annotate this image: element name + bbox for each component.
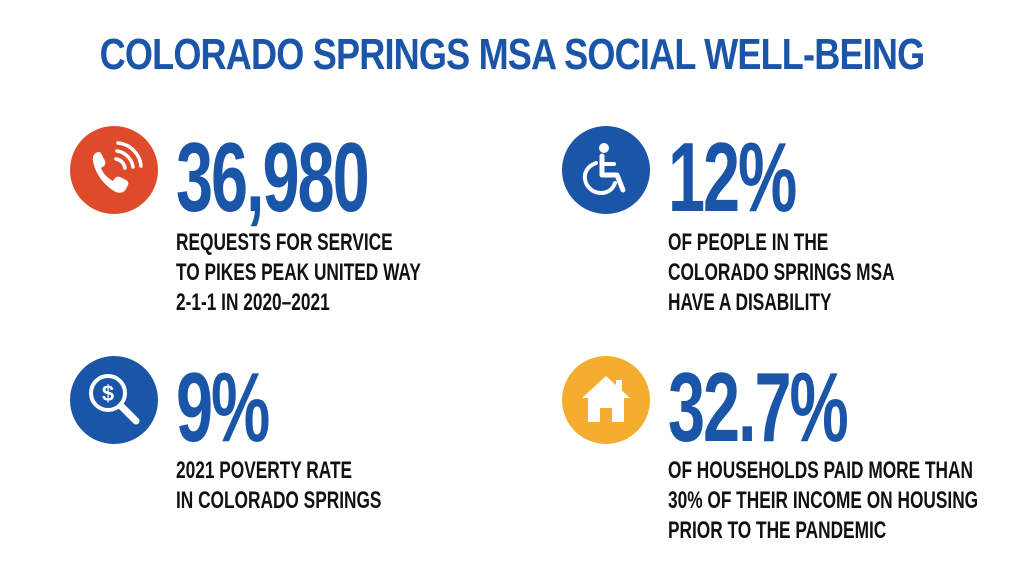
- page-title: COLORADO SPRINGS MSA SOCIAL WELL-BEING: [99, 30, 926, 79]
- poverty-stat-value: 9%: [176, 352, 270, 462]
- caption-line: REQUESTS FOR SERVICE: [176, 229, 393, 256]
- disability-stat-value: 12%: [668, 122, 797, 232]
- money-search-icon: $: [70, 356, 158, 444]
- caption-line: OF PEOPLE IN THE: [668, 229, 829, 256]
- house-icon: [562, 356, 650, 444]
- poverty-stat-caption: 2021 POVERTY RATE IN COLORADO SPRINGS: [176, 456, 381, 516]
- caption-line: COLORADO SPRINGS MSA: [668, 259, 895, 286]
- caption-line: 2-1-1 IN 2020–2021: [176, 289, 330, 316]
- svg-text:$: $: [102, 381, 114, 406]
- requests-stat-value: 36,980: [176, 122, 370, 232]
- housing-stat-caption: OF HOUSEHOLDS PAID MORE THAN 30% OF THEI…: [668, 456, 978, 546]
- caption-line: 2021 POVERTY RATE: [176, 457, 353, 484]
- caption-line: PRIOR TO THE PANDEMIC: [668, 517, 887, 544]
- caption-line: 30% OF THEIR INCOME ON HOUSING: [668, 487, 979, 514]
- caption-line: HAVE A DISABILITY: [668, 289, 832, 316]
- requests-stat-caption: REQUESTS FOR SERVICE TO PIKES PEAK UNITE…: [176, 228, 421, 318]
- phone-icon: [70, 126, 158, 214]
- housing-stat-value: 32.7%: [668, 352, 849, 462]
- disability-stat-caption: OF PEOPLE IN THE COLORADO SPRINGS MSA HA…: [668, 228, 895, 318]
- caption-line: TO PIKES PEAK UNITED WAY: [176, 259, 421, 286]
- caption-line: IN COLORADO SPRINGS: [176, 487, 382, 514]
- wheelchair-icon: [562, 126, 650, 214]
- caption-line: OF HOUSEHOLDS PAID MORE THAN: [668, 457, 973, 484]
